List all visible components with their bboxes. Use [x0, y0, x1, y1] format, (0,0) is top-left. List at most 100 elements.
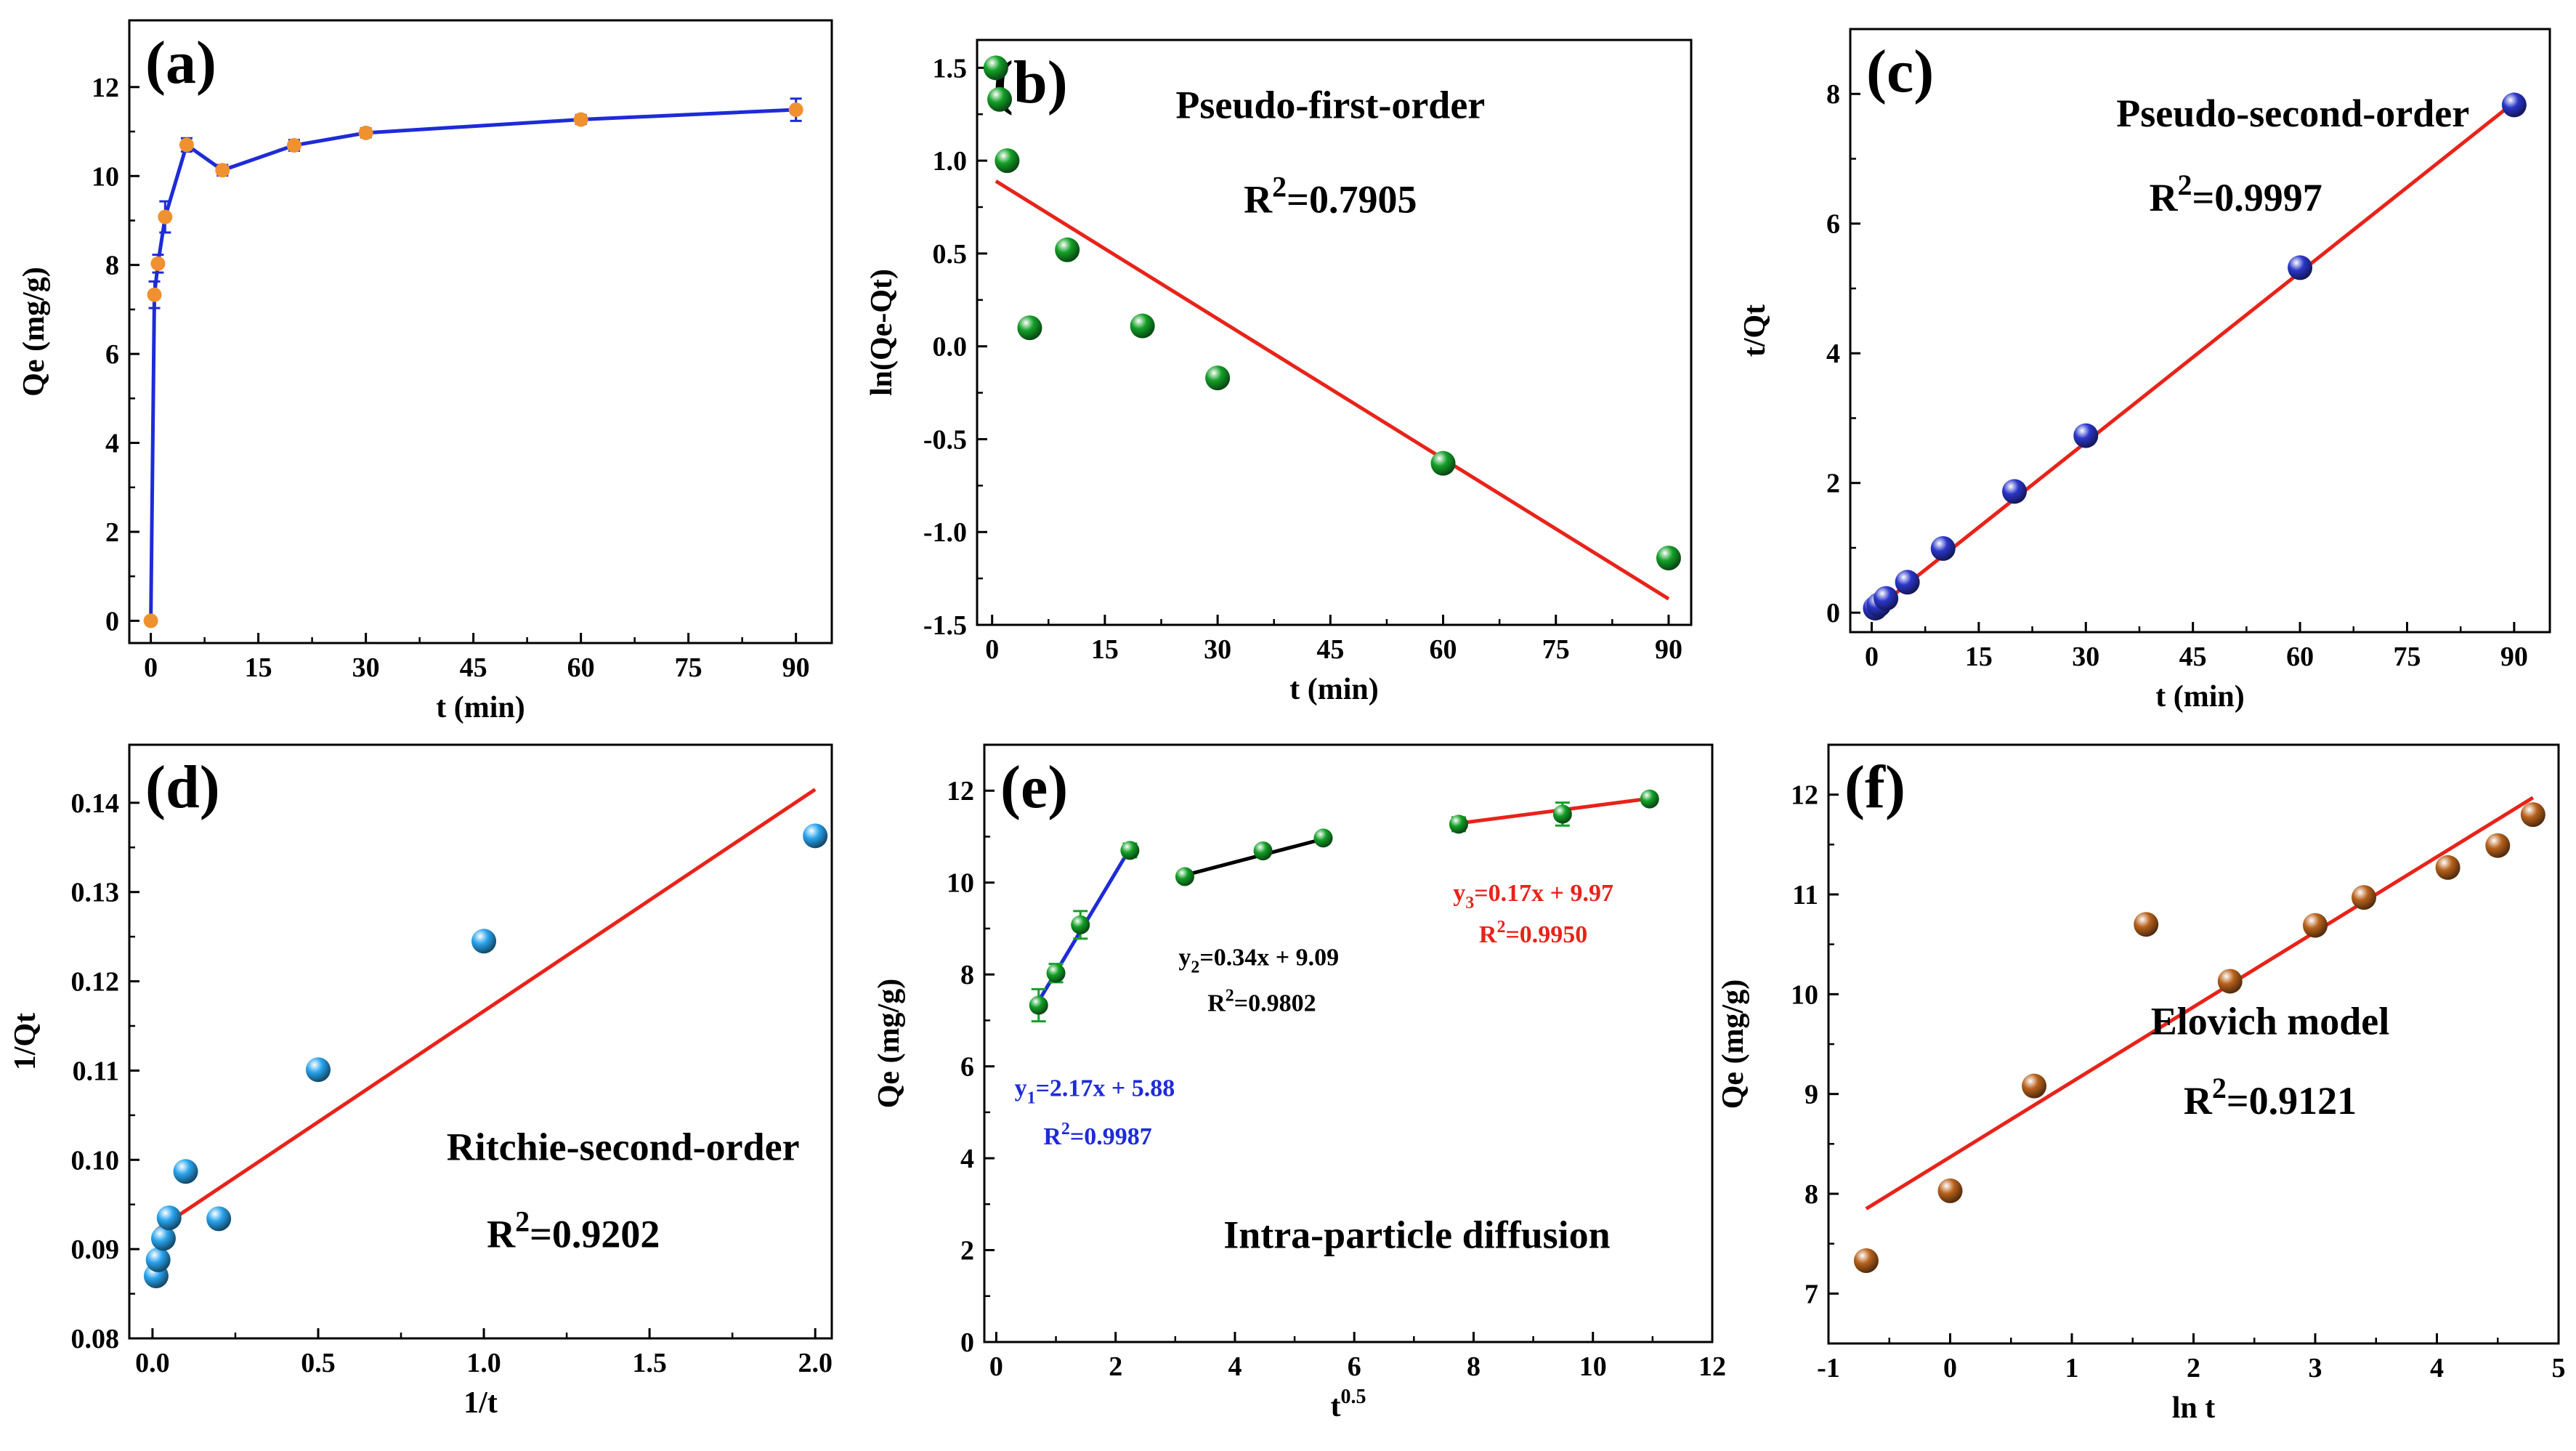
- data-point: [1253, 841, 1273, 861]
- annotation: R2=0.9202: [487, 1205, 660, 1256]
- annotation-rest: =0.9121: [2227, 1079, 2357, 1123]
- x-tick-label: 2: [2187, 1353, 2200, 1383]
- data-point: [173, 1159, 198, 1184]
- annotation-sub: 2: [1191, 958, 1199, 977]
- annotation: Elovich model: [2151, 999, 2390, 1043]
- data-point: [2073, 423, 2099, 448]
- annotation-rest: =0.9202: [530, 1213, 660, 1256]
- annotation-sub: 3: [1465, 894, 1474, 913]
- y-tick-label: 7: [1805, 1279, 1818, 1309]
- fit-line: [1865, 796, 2535, 1210]
- y-tick-label: 0: [1826, 598, 1840, 629]
- data-point: [305, 1057, 331, 1083]
- data-point: [2485, 833, 2511, 858]
- x-tick-label: 0.0: [135, 1348, 170, 1378]
- y-tick-label: 10: [1791, 979, 1818, 1010]
- plot-frame: [1849, 28, 2551, 634]
- plot-frame: [128, 743, 833, 1340]
- data-point: [995, 148, 1020, 174]
- x-tick-label: 30: [2072, 642, 2099, 672]
- annotation: R2=0.9802: [1207, 987, 1316, 1017]
- y-tick-label: 1.5: [933, 53, 968, 84]
- y-tick-label: 10: [947, 868, 974, 899]
- annotation-main: R: [487, 1213, 516, 1256]
- x-tick-label: 0: [144, 652, 158, 683]
- annotation-rest: =0.9987: [1070, 1123, 1152, 1150]
- x-tick-label: 1.5: [632, 1348, 667, 1378]
- data-point: [983, 55, 1008, 81]
- data-point: [1205, 365, 1231, 391]
- y-tick-label: 11: [1792, 880, 1818, 910]
- data-point: [150, 1226, 176, 1251]
- annotation-rest: =0.34x + 9.09: [1199, 945, 1339, 971]
- data-point: [1130, 313, 1155, 339]
- y-tick-label: 1.0: [933, 146, 968, 177]
- data-point: [2217, 969, 2243, 994]
- panel-b: 0 15 30 45 60 75 90 -1.5 -1.0 -0.5 0.0 0.5 1.0 1.5 t (…: [865, 39, 1693, 706]
- data-point: [1046, 963, 1066, 983]
- data-point: [1449, 815, 1468, 834]
- data-point: [987, 86, 1013, 112]
- y-tick-label: 2: [105, 517, 119, 548]
- x-tick-label: 90: [2500, 642, 2528, 672]
- data-point: [2002, 479, 2028, 504]
- x-tick-label: 90: [1655, 634, 1682, 665]
- x-axis-label: t (min): [1289, 673, 1378, 706]
- x-tick-label: 15: [1965, 642, 1993, 672]
- y-axis-label: Qe (mg/g): [1717, 979, 1750, 1109]
- data-point: [1552, 804, 1572, 824]
- x-tick-label: 1: [2065, 1353, 2079, 1383]
- y-tick-label: 2: [960, 1236, 974, 1266]
- fit-line: [1874, 100, 2516, 611]
- y-axis-label: ln(Qe-Qt): [865, 269, 899, 396]
- panel-letter: (d): [145, 753, 220, 821]
- annotation-sup: 2: [1226, 987, 1234, 1006]
- y-tick-label: 0: [960, 1327, 974, 1358]
- x-tick-label: 8: [1467, 1351, 1481, 1382]
- annotation: Pseudo-second-order: [2116, 92, 2469, 135]
- y-axis-label: 1/Qt: [9, 1013, 42, 1070]
- data-point: [286, 138, 301, 153]
- annotation-sup: 2: [2212, 1072, 2227, 1104]
- y-axis-label: Qe (mg/g): [872, 979, 906, 1108]
- y-tick-label: 12: [92, 73, 119, 103]
- y-tick-label: 0.12: [71, 967, 120, 998]
- y-tick-label: 2: [1826, 469, 1840, 499]
- data-point: [2352, 885, 2376, 910]
- data-point: [215, 163, 230, 178]
- x-tick-label: 60: [567, 652, 595, 683]
- data-point: [158, 209, 173, 225]
- data-point: [145, 1247, 171, 1272]
- y-tick-label: 8: [960, 960, 974, 990]
- y-tick-label: 9: [1805, 1080, 1818, 1110]
- x-tick-label: -1: [1817, 1353, 1840, 1383]
- y-tick-label: -1.5: [923, 610, 967, 641]
- data-point: [1874, 586, 1899, 611]
- y-tick-label: 0.10: [71, 1145, 120, 1176]
- y-tick-label: 0.5: [933, 239, 968, 270]
- y-tick-label: 0.08: [71, 1324, 120, 1354]
- x-tick-label: 30: [1204, 634, 1231, 665]
- x-axis-label: t (min): [436, 691, 524, 724]
- panel-letter: (e): [1000, 753, 1068, 821]
- panel-d: 0.0 0.5 1.0 1.5 2.0 0.08 0.09 0.10 0.11 0.12 0.13 0…: [9, 743, 833, 1420]
- x-tick-label: 75: [675, 652, 702, 683]
- data-point: [573, 112, 588, 127]
- data-point: [788, 102, 803, 118]
- annotation-main: R: [1043, 1123, 1061, 1150]
- annotation-rest: =2.17x + 5.88: [1036, 1075, 1175, 1102]
- y-tick-label: 0: [105, 606, 119, 636]
- plot-frame: [976, 39, 1693, 626]
- data-point: [147, 287, 162, 302]
- x-tick-label: 45: [1316, 634, 1344, 665]
- x-tick-label: 45: [460, 652, 487, 683]
- annotation-rest: =0.9802: [1234, 990, 1316, 1017]
- data-point: [1175, 867, 1194, 886]
- x-tick-label: 45: [2179, 642, 2207, 672]
- data-point: [1055, 237, 1080, 262]
- y-tick-label: 8: [105, 251, 119, 281]
- y-tick-label: -1.0: [923, 517, 967, 548]
- annotation-sup: 2: [1272, 171, 1287, 203]
- data-point: [156, 1205, 182, 1231]
